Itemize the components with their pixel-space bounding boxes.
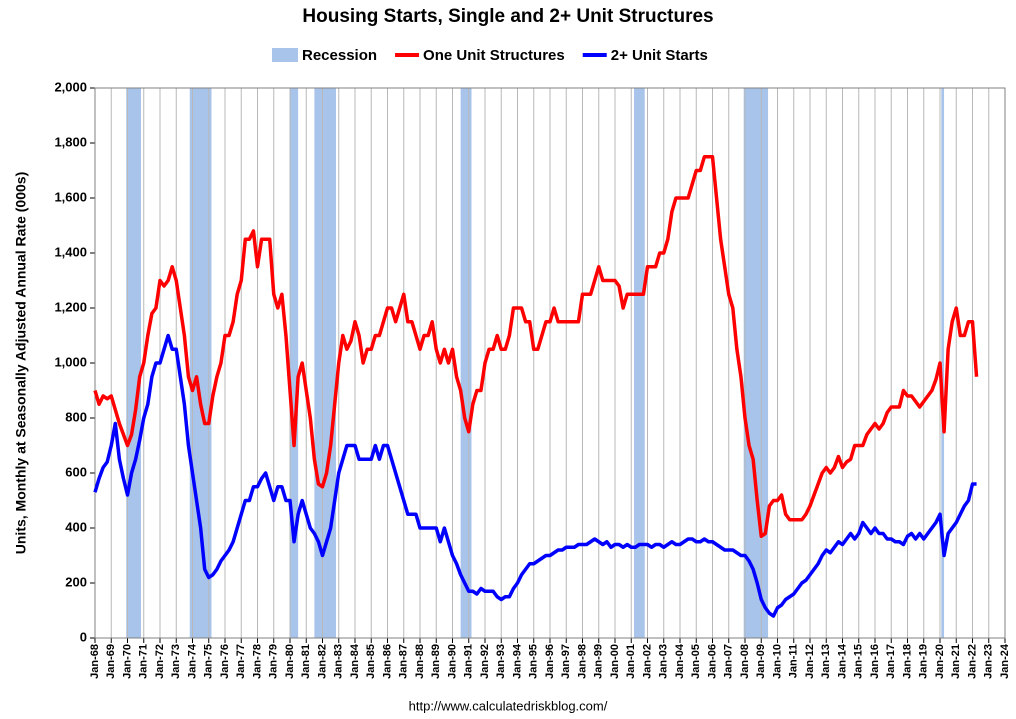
x-tick-label: Jan-19: [918, 644, 930, 679]
x-tick-label: Jan-22: [966, 644, 978, 679]
x-tick-label: Jan-93: [495, 644, 507, 679]
y-tick-label: 800: [65, 409, 87, 424]
x-tick-label: Jan-97: [560, 644, 572, 679]
y-tick-label: 400: [65, 519, 87, 534]
x-tick-label: Jan-68: [89, 644, 101, 679]
y-tick-label: 0: [80, 629, 87, 644]
plot-border: [94, 87, 1006, 639]
chart-title: Housing Starts, Single and 2+ Unit Struc…: [302, 6, 713, 27]
recession-band: [189, 88, 212, 638]
x-tick-label: Jan-17: [885, 644, 897, 679]
x-tick-label: Jan-84: [349, 643, 361, 679]
x-tick-label: Jan-14: [836, 643, 848, 679]
x-tick-label: Jan-70: [121, 644, 133, 679]
x-tick-label: Jan-10: [771, 644, 783, 679]
x-tick-label: Jan-69: [105, 644, 117, 679]
x-tick-label: Jan-96: [544, 644, 556, 679]
x-tick-label: Jan-11: [788, 644, 800, 678]
x-tick-label: Jan-20: [934, 644, 946, 679]
x-tick-label: Jan-01: [625, 644, 637, 679]
y-tick-label: 1,400: [54, 244, 87, 259]
legend-label: Recession: [302, 47, 377, 64]
legend-swatch: [272, 48, 298, 62]
x-tick-label: Jan-78: [251, 644, 263, 679]
recession-band: [126, 88, 141, 638]
x-tick-label: Jan-09: [755, 644, 767, 679]
y-axis-label: Units, Monthly at Seasonally Adjusted An…: [13, 172, 29, 554]
y-tick-label: 1,000: [54, 354, 87, 369]
y-tick-label: 1,600: [54, 189, 87, 204]
x-tick-label: Jan-92: [479, 644, 491, 679]
x-tick-label: Jan-90: [446, 644, 458, 679]
y-tick-label: 1,800: [54, 134, 87, 149]
y-tick-label: 2,000: [54, 79, 87, 94]
x-tick-label: Jan-73: [170, 644, 182, 679]
data-line: [93, 333, 977, 618]
x-tick-label: Jan-16: [869, 644, 881, 679]
x-tick-label: Jan-75: [203, 644, 215, 679]
x-tick-label: Jan-91: [463, 644, 475, 679]
x-tick-label: Jan-77: [235, 644, 247, 679]
x-tick-label: Jan-88: [414, 644, 426, 679]
x-tick-label: Jan-85: [365, 644, 377, 679]
legend-label: One Unit Structures: [423, 47, 565, 64]
x-tick-label: Jan-95: [528, 644, 540, 679]
source: http://www.calculatedriskblog.com/: [409, 698, 608, 713]
x-tick-label: Jan-74: [186, 643, 198, 679]
x-tick-label: Jan-13: [820, 644, 832, 679]
recession-band: [634, 88, 645, 638]
x-tick-label: Jan-04: [674, 643, 686, 679]
x-tick-label: Jan-79: [268, 644, 280, 679]
x-tick-label: Jan-08: [739, 644, 751, 679]
x-tick-label: Jan-02: [641, 644, 653, 679]
x-tick-label: Jan-24: [999, 643, 1011, 679]
x-tick-label: Jan-89: [430, 644, 442, 679]
x-tick-label: Jan-06: [706, 644, 718, 679]
x-tick-label: Jan-00: [609, 644, 621, 679]
x-tick-label: Jan-86: [381, 644, 393, 679]
x-tick-label: Jan-03: [658, 644, 670, 679]
x-tick-label: Jan-98: [576, 644, 588, 679]
x-tick-label: Jan-87: [398, 644, 410, 679]
x-tick-label: Jan-15: [853, 644, 865, 679]
data-line: [93, 155, 979, 538]
x-tick-label: Jan-12: [804, 644, 816, 679]
y-tick-label: 600: [65, 464, 87, 479]
x-tick-label: Jan-23: [983, 644, 995, 679]
legend-label: 2+ Unit Starts: [611, 47, 708, 64]
x-tick-label: Jan-07: [723, 644, 735, 679]
y-tick-label: 1,200: [54, 299, 87, 314]
x-tick-label: Jan-83: [333, 644, 345, 679]
x-tick-label: Jan-80: [284, 644, 296, 679]
x-tick-label: Jan-72: [154, 644, 166, 679]
x-tick-label: Jan-81: [300, 644, 312, 679]
x-tick-label: Jan-18: [901, 644, 913, 679]
recession-band: [460, 88, 472, 638]
y-tick-label: 200: [65, 574, 87, 589]
x-tick-label: Jan-99: [593, 644, 605, 679]
recession-band: [941, 88, 945, 638]
recession-band: [314, 88, 336, 638]
recession-band: [290, 88, 299, 638]
x-tick-label: Jan-21: [950, 644, 962, 679]
x-tick-label: Jan-82: [316, 644, 328, 679]
recession-band: [743, 88, 769, 638]
x-tick-label: Jan-71: [138, 644, 150, 679]
x-tick-label: Jan-05: [690, 644, 702, 679]
x-tick-label: Jan-76: [219, 644, 231, 679]
x-tick-label: Jan-94: [511, 643, 523, 679]
